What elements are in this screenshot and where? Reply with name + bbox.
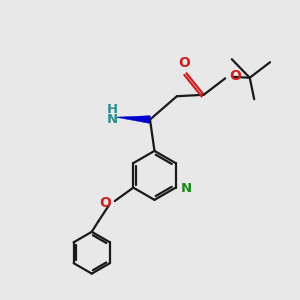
Text: O: O xyxy=(99,196,111,210)
Text: O: O xyxy=(229,69,241,83)
Text: H: H xyxy=(106,103,118,116)
Text: N: N xyxy=(181,182,192,195)
Text: N: N xyxy=(106,113,118,126)
Text: O: O xyxy=(178,56,190,70)
Polygon shape xyxy=(116,116,150,123)
